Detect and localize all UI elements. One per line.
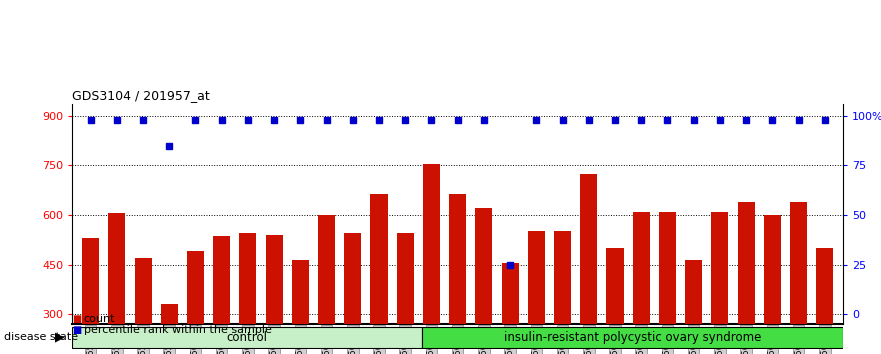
Text: disease state: disease state	[4, 332, 78, 342]
Bar	[737, 202, 755, 354]
Bar	[449, 194, 466, 354]
Bar	[265, 235, 283, 354]
Text: ■: ■	[72, 314, 81, 324]
Bar	[187, 251, 204, 354]
Bar	[606, 248, 624, 354]
Text: control: control	[226, 331, 268, 344]
Text: ▶: ▶	[55, 331, 64, 343]
Bar	[318, 215, 335, 354]
Bar	[501, 263, 519, 354]
Bar	[816, 248, 833, 354]
Text: GDS3104 / 201957_at: GDS3104 / 201957_at	[72, 89, 210, 102]
Bar	[685, 259, 702, 354]
Bar	[108, 213, 125, 354]
Bar	[581, 174, 597, 354]
Text: percentile rank within the sample: percentile rank within the sample	[84, 325, 271, 335]
Bar	[135, 258, 152, 354]
Text: count: count	[84, 314, 115, 324]
Bar	[423, 164, 440, 354]
Bar	[396, 233, 414, 354]
Bar	[371, 194, 388, 354]
Bar	[476, 209, 492, 354]
Bar	[240, 233, 256, 354]
Bar	[554, 232, 571, 354]
Bar	[344, 233, 361, 354]
Bar	[160, 304, 178, 354]
Bar	[422, 327, 843, 348]
Text: ■: ■	[72, 325, 81, 335]
Bar	[633, 212, 650, 354]
Bar	[292, 259, 309, 354]
Bar	[764, 215, 781, 354]
Bar	[72, 327, 422, 348]
Text: insulin-resistant polycystic ovary syndrome: insulin-resistant polycystic ovary syndr…	[504, 331, 761, 344]
Bar	[711, 212, 729, 354]
Bar	[528, 232, 544, 354]
Bar	[213, 236, 230, 354]
Bar	[82, 238, 100, 354]
Bar	[659, 212, 676, 354]
Bar	[790, 202, 807, 354]
